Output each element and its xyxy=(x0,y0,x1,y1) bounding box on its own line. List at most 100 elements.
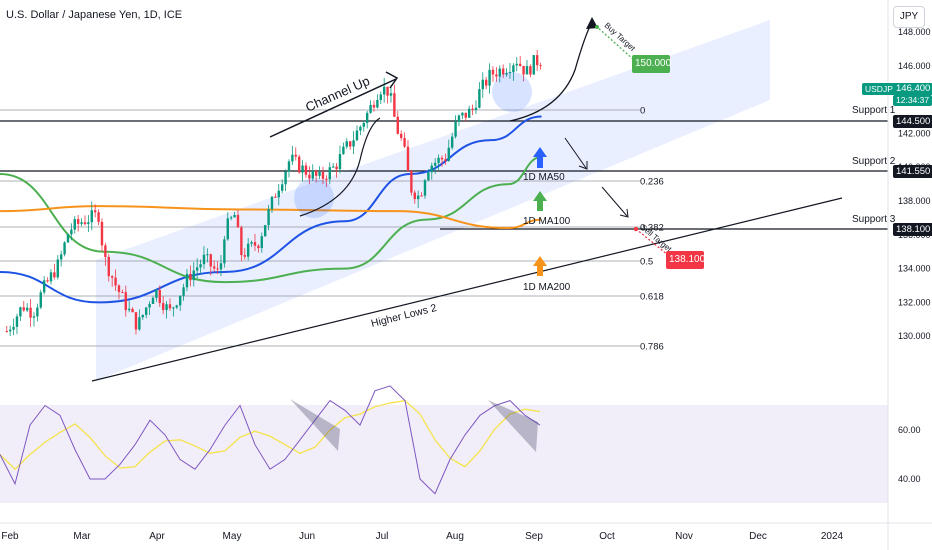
candle-147 xyxy=(505,68,508,77)
candle-body xyxy=(206,254,209,256)
candle-75 xyxy=(260,232,263,253)
candle-body xyxy=(80,222,83,224)
candle-body xyxy=(165,304,168,310)
candle-body xyxy=(464,112,467,118)
channel-up-label: Channel Up xyxy=(303,73,372,115)
candle-body xyxy=(512,65,515,73)
candle-4 xyxy=(19,306,22,322)
candle-43 xyxy=(151,296,155,304)
currency-button[interactable]: JPY xyxy=(893,6,925,28)
candle-44 xyxy=(155,289,158,302)
candle-14 xyxy=(53,263,56,280)
candle-body xyxy=(46,280,49,282)
candle-body xyxy=(76,219,80,224)
candle-body xyxy=(280,184,284,191)
candle-body xyxy=(121,292,124,294)
candle-body xyxy=(29,307,32,318)
candle-body xyxy=(325,178,328,180)
candle-3 xyxy=(15,313,19,335)
fib-label-5: 0.786 xyxy=(640,342,664,353)
ma50-arrow xyxy=(533,147,547,168)
candle-133 xyxy=(457,114,461,126)
candle-46 xyxy=(161,296,165,315)
candle-132 xyxy=(454,115,457,139)
candle-118 xyxy=(406,140,410,172)
candle-153 xyxy=(525,60,529,75)
price-tick-8: 132.000 xyxy=(898,297,931,307)
candle-7 xyxy=(29,298,32,327)
candle-39 xyxy=(138,309,141,331)
candle-body xyxy=(175,305,178,308)
rsi-signal-line xyxy=(0,399,541,471)
candle-49 xyxy=(172,306,175,317)
candle-body xyxy=(386,86,389,96)
support-3-price-tag: 138.100 xyxy=(893,223,932,236)
candle-body xyxy=(308,174,311,179)
candle-144 xyxy=(495,67,498,82)
candle-155 xyxy=(532,55,535,75)
candle-body xyxy=(36,307,39,317)
candle-body xyxy=(185,273,189,288)
candle-body xyxy=(53,272,56,278)
candle-16 xyxy=(59,250,63,267)
ma100-label: 1D MA100 xyxy=(523,216,571,227)
candle-110 xyxy=(379,91,382,105)
candle-114 xyxy=(393,84,396,117)
candle-body xyxy=(328,167,331,180)
candle-body xyxy=(267,209,270,226)
candle-66 xyxy=(229,215,233,221)
candle-10 xyxy=(39,289,42,310)
candle-body xyxy=(372,104,376,108)
rsi-band xyxy=(0,405,888,503)
candle-65 xyxy=(226,212,229,241)
candle-99 xyxy=(342,142,345,155)
candle-37 xyxy=(131,307,134,313)
time-tick-7: Sep xyxy=(525,531,543,542)
candle-body xyxy=(124,292,127,311)
candle-body xyxy=(440,157,444,160)
candle-body xyxy=(199,264,202,268)
candle-body xyxy=(287,161,291,172)
candle-body xyxy=(216,268,219,270)
candle-body xyxy=(202,254,206,265)
candle-body xyxy=(474,107,478,110)
candle-131 xyxy=(450,132,454,150)
buy-target-line xyxy=(595,25,635,61)
candle-body xyxy=(484,79,488,86)
candle-112 xyxy=(386,86,389,104)
candle-61 xyxy=(212,260,216,273)
candle-149 xyxy=(512,63,515,81)
candle-120 xyxy=(413,190,416,204)
time-tick-4: Jun xyxy=(299,531,315,542)
candle-76 xyxy=(263,224,267,237)
candle-97 xyxy=(335,163,338,178)
candle-body xyxy=(138,317,141,330)
candle-body xyxy=(532,55,535,75)
candle-body xyxy=(134,312,138,330)
fib-labels: 0 0.236 0.382 0.5 0.618 0.786 xyxy=(640,106,664,353)
candle-63 xyxy=(219,255,223,277)
candle-body xyxy=(301,165,304,173)
candle-47 xyxy=(165,301,168,319)
candle-9 xyxy=(36,303,39,322)
candle-body xyxy=(253,242,257,246)
candle-body xyxy=(335,166,338,170)
support-2-label: Support 2 xyxy=(852,156,896,167)
candle-137 xyxy=(471,104,474,116)
candle-8 xyxy=(32,312,36,327)
candle-48 xyxy=(168,298,172,311)
candle-142 xyxy=(488,63,491,94)
candle-body xyxy=(240,227,243,256)
candle-body xyxy=(110,276,114,278)
candle-body xyxy=(505,72,508,75)
candle-116 xyxy=(399,130,403,141)
candle-32 xyxy=(114,269,117,291)
candle-134 xyxy=(461,112,464,120)
arc-2-arrowhead xyxy=(586,17,598,29)
candle-54 xyxy=(189,265,192,287)
candle-107 xyxy=(369,100,372,114)
candle-body xyxy=(195,267,199,271)
candle-body xyxy=(461,112,464,116)
